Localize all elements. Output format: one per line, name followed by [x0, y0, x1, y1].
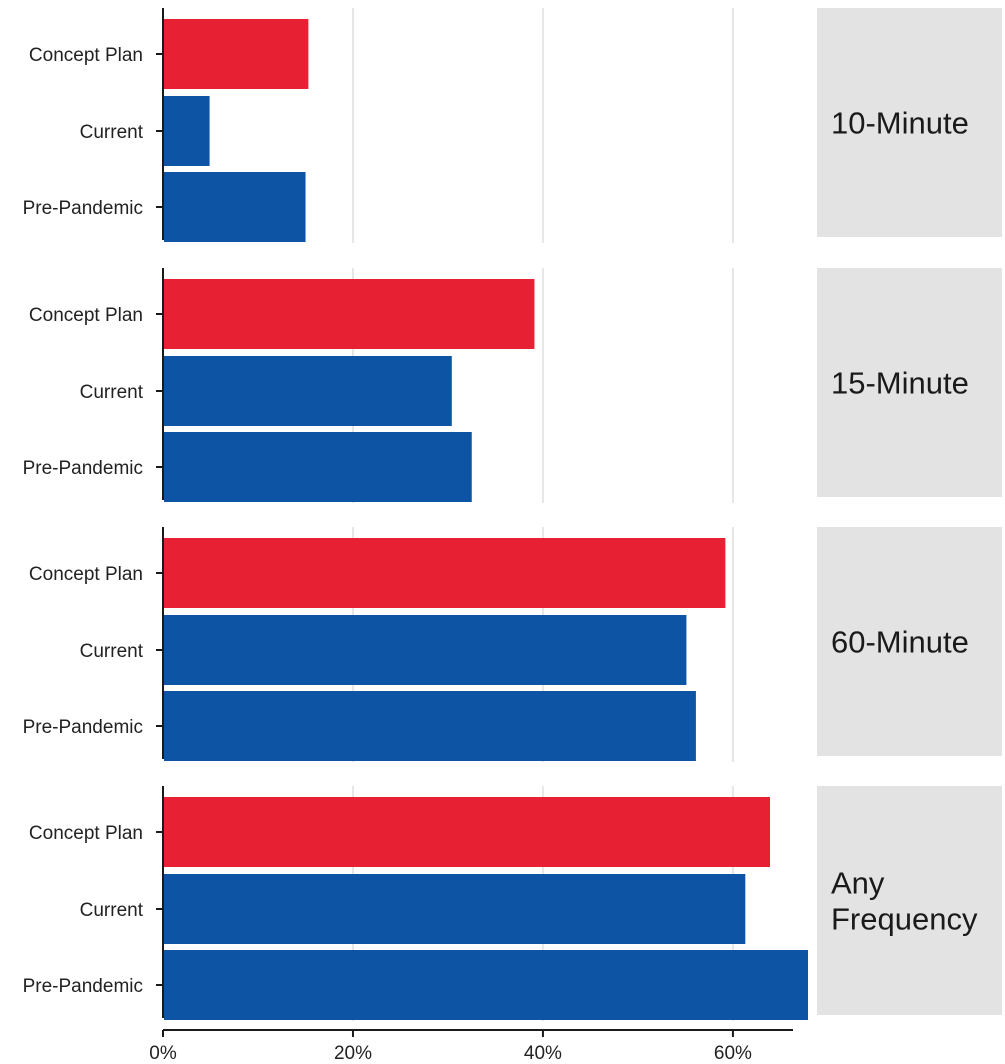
category-label: Current [80, 641, 144, 662]
facet-label: Frequency [831, 902, 978, 937]
category-label: Pre-Pandemic [23, 976, 143, 997]
category-label: Concept Plan [29, 564, 143, 585]
category-label: Current [80, 122, 144, 143]
bar [164, 950, 808, 1020]
category-label: Current [80, 900, 144, 921]
bar [164, 19, 309, 89]
category-label: Concept Plan [29, 823, 143, 844]
facet-strip [817, 786, 1002, 1015]
category-label: Pre-Pandemic [23, 717, 143, 738]
bar [164, 432, 472, 502]
facet-label: 10-Minute [831, 106, 969, 141]
x-tick-label: 60% [714, 1043, 752, 1064]
category-label: Concept Plan [29, 45, 143, 66]
bar [164, 279, 535, 349]
category-label: Current [80, 382, 144, 403]
category-label: Concept Plan [29, 305, 143, 326]
facet-strip [817, 268, 1002, 497]
bar [164, 172, 306, 242]
bar [164, 691, 696, 761]
bar [164, 874, 746, 944]
x-tick-label: 20% [334, 1043, 372, 1064]
facet-strip [817, 527, 1002, 756]
x-tick-label: 0% [149, 1043, 177, 1064]
category-label: Pre-Pandemic [23, 458, 143, 479]
facet-label: 15-Minute [831, 366, 969, 401]
category-label: Pre-Pandemic [23, 198, 143, 219]
bar [164, 96, 210, 166]
facet-label: 60-Minute [831, 625, 969, 660]
facet-label: Any [831, 866, 885, 901]
bar [164, 538, 726, 608]
facet-strip [817, 8, 1002, 237]
bar [164, 356, 452, 426]
bar [164, 797, 771, 867]
x-tick-label: 40% [524, 1043, 562, 1064]
bar [164, 615, 687, 685]
